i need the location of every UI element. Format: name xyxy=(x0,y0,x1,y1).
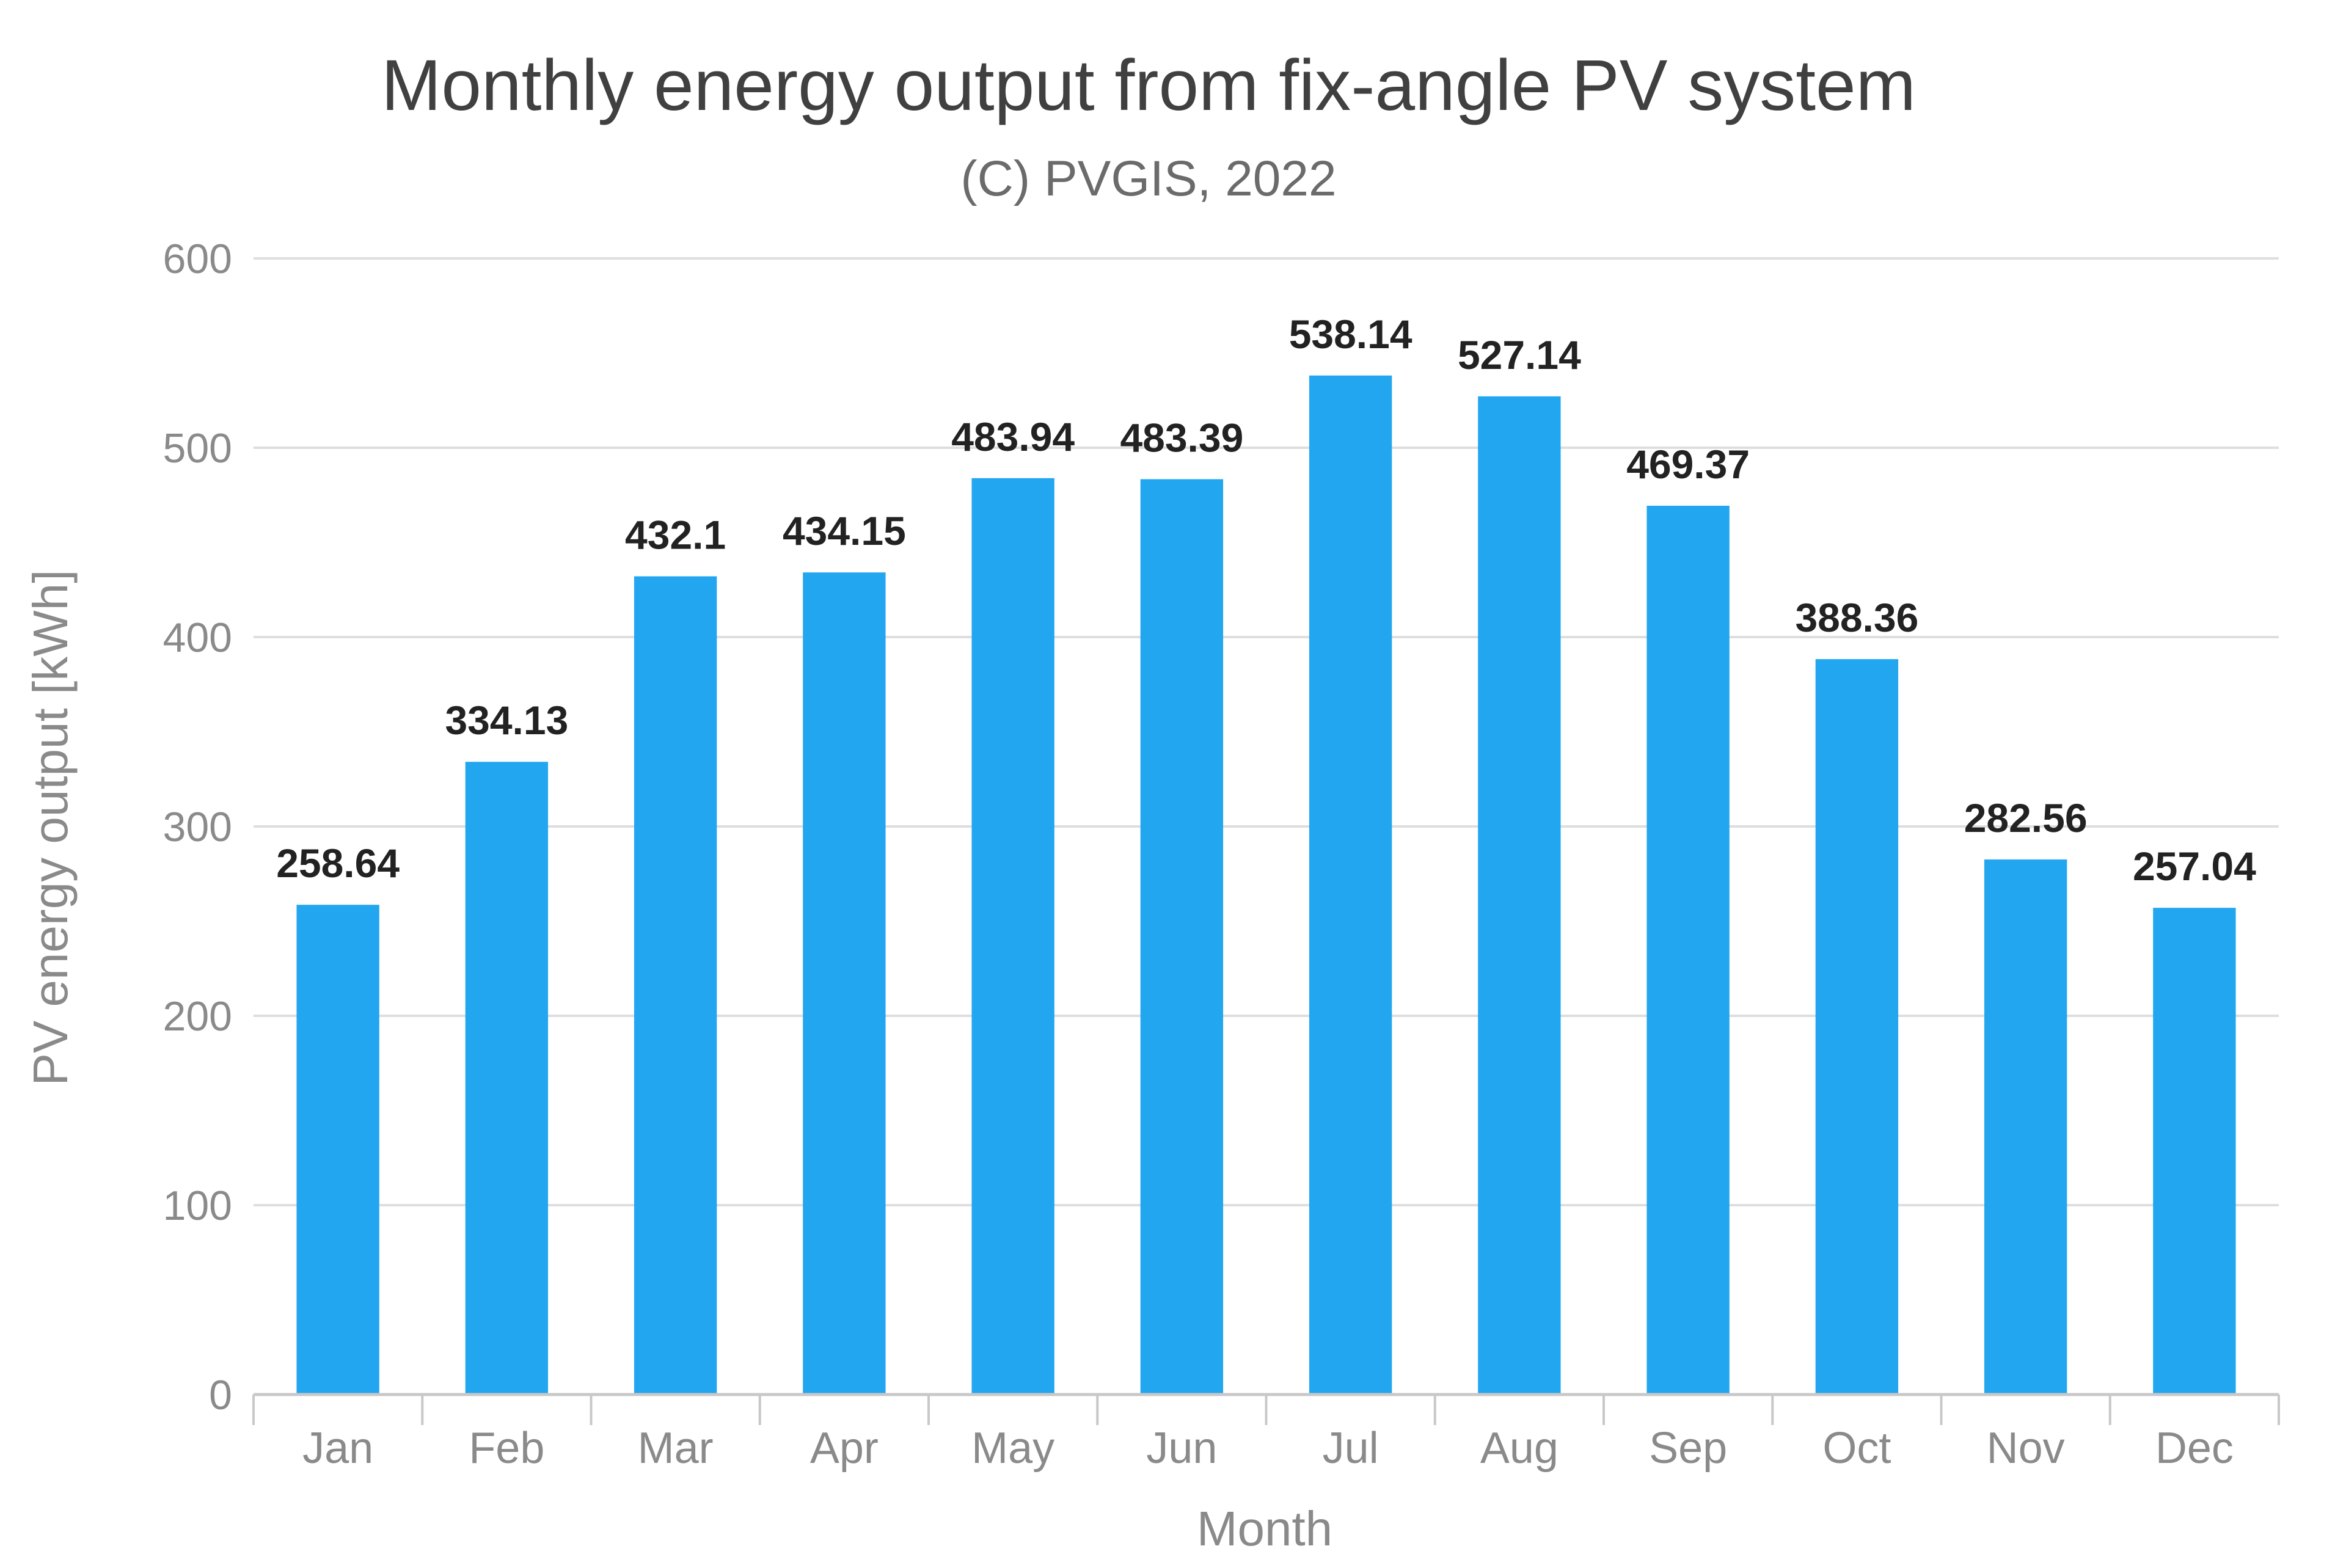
data-label: 257.04 xyxy=(2133,844,2256,889)
bar-jun xyxy=(1140,479,1224,1395)
x-tick-label: Dec xyxy=(2155,1424,2234,1473)
x-tick-label: Sep xyxy=(1649,1424,1727,1473)
bar-sep xyxy=(1646,505,1730,1395)
data-labels: 258.64 334.13 432.1 434.15 483.94 483.39 538.1… xyxy=(276,312,2256,889)
y-tick-label: 400 xyxy=(163,614,232,661)
x-tick-label: Aug xyxy=(1480,1424,1559,1473)
data-label: 469.37 xyxy=(1626,442,1750,487)
bar-may xyxy=(971,478,1054,1395)
bar-dec xyxy=(2153,908,2236,1395)
x-tick-label: Apr xyxy=(810,1424,879,1473)
bar-apr xyxy=(803,572,886,1395)
x-tick-label: Jun xyxy=(1146,1424,1217,1473)
bars xyxy=(296,375,2236,1395)
bar-mar xyxy=(634,576,717,1395)
x-tick-label: Mar xyxy=(638,1424,714,1473)
x-tick-label: Nov xyxy=(1987,1424,2065,1473)
y-tick-label: 200 xyxy=(163,993,232,1040)
x-axis-title: Month xyxy=(1197,1501,1332,1556)
bar-aug xyxy=(1478,396,1561,1395)
data-label: 432.1 xyxy=(625,512,726,557)
bar-jan xyxy=(296,905,379,1395)
x-tick-label: May xyxy=(971,1424,1054,1473)
y-axis-ticks: 0 100 200 300 400 500 600 xyxy=(163,236,232,1418)
data-label: 282.56 xyxy=(1964,795,2088,841)
data-label: 527.14 xyxy=(1458,332,1581,377)
bar-jul xyxy=(1309,375,1392,1395)
chart-subtitle: (C) PVGIS, 2022 xyxy=(960,151,1336,206)
bar-feb xyxy=(465,762,549,1395)
y-axis-title: PV energy output [kWh] xyxy=(23,570,78,1086)
x-tick-label: Oct xyxy=(1822,1424,1891,1473)
y-tick-label: 300 xyxy=(163,804,232,850)
data-label: 258.64 xyxy=(276,841,400,886)
y-tick-label: 600 xyxy=(163,236,232,282)
gridlines xyxy=(254,257,2279,1206)
x-tick-label: Feb xyxy=(469,1424,544,1473)
data-label: 334.13 xyxy=(445,698,568,743)
x-tick-label: Jan xyxy=(302,1424,373,1473)
y-tick-label: 500 xyxy=(163,425,232,472)
data-label: 388.36 xyxy=(1795,595,1918,640)
data-label: 483.39 xyxy=(1120,415,1243,460)
y-tick-label: 100 xyxy=(163,1183,232,1229)
bar-nov xyxy=(1984,859,2067,1395)
chart-title: Monthly energy output from fix-angle PV … xyxy=(381,45,1916,126)
x-tick-label: Jul xyxy=(1323,1424,1379,1473)
data-label: 538.14 xyxy=(1289,312,1412,357)
x-axis: Jan Feb Mar Apr May Jun Jul Aug Sep Oct Nov Dec xyxy=(252,1393,2280,1473)
data-label: 434.15 xyxy=(783,508,906,553)
data-label: 483.94 xyxy=(951,414,1075,459)
bar-oct xyxy=(1815,659,1899,1395)
y-tick-label: 0 xyxy=(209,1372,232,1418)
